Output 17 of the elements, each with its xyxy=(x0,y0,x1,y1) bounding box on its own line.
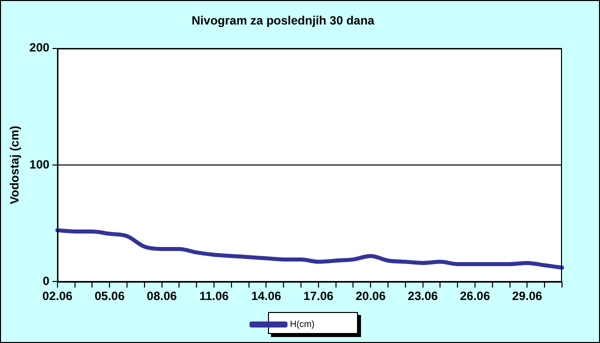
x-tick-label: 05.06 xyxy=(94,289,125,304)
y-tick-label: 0 xyxy=(42,274,50,288)
x-tick-label: 23.06 xyxy=(408,289,438,304)
x-tick-label: 02.06 xyxy=(42,289,73,304)
line-series xyxy=(55,228,564,270)
legend-label: H(cm) xyxy=(290,318,315,329)
x-tick-label: 17.06 xyxy=(303,289,334,304)
x-tick-label: 08.06 xyxy=(146,289,178,304)
x-tick-label: 29.06 xyxy=(512,289,543,304)
x-tick-label: 11.06 xyxy=(199,289,230,304)
y-axis-title: Vodostaj (cm) xyxy=(8,126,22,204)
x-tick-label: 14.06 xyxy=(251,289,282,304)
x-tick-label: 26.06 xyxy=(460,289,490,304)
x-tick-label: 20.06 xyxy=(356,289,386,304)
y-tick-label: 200 xyxy=(29,40,50,55)
y-tick-label: 100 xyxy=(29,157,50,172)
chart-title: Nivogram za poslednjih 30 dana xyxy=(192,14,375,28)
